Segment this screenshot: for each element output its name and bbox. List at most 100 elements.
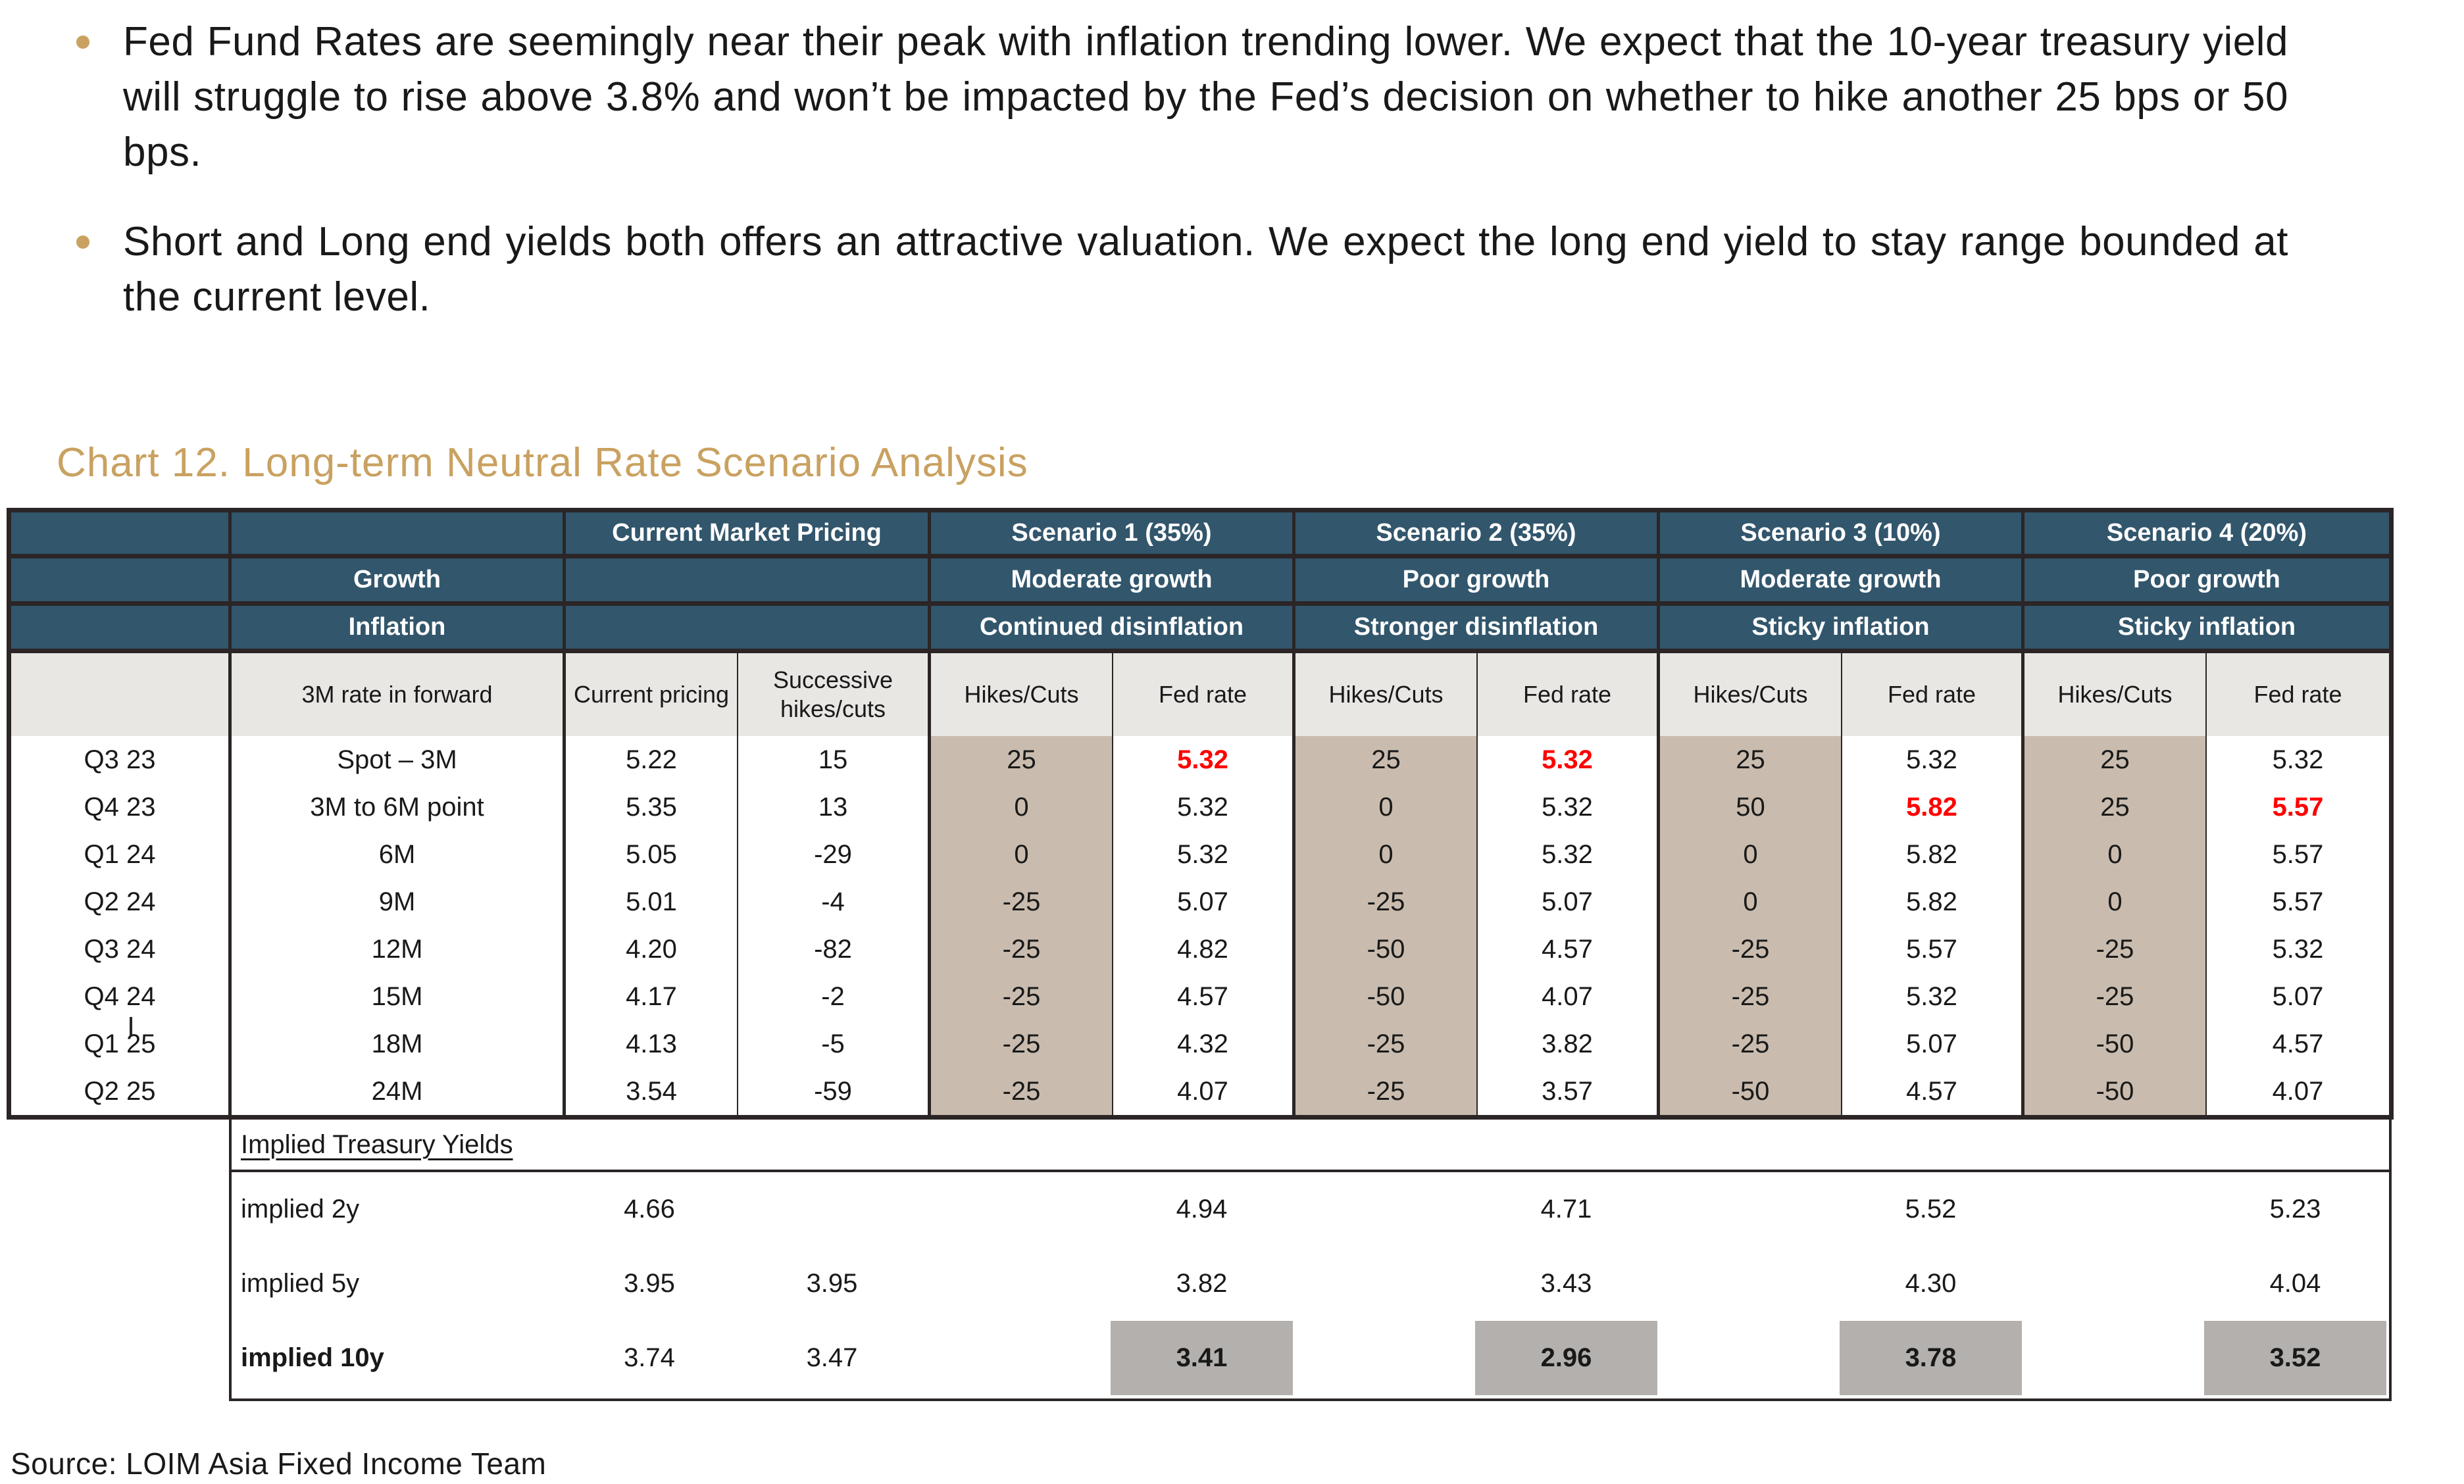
- subheader-fed: Fed rate: [1478, 653, 1660, 736]
- table-cell: 5.57: [2272, 887, 2324, 916]
- scenario-table: Current Market Pricing Scenario 1 (35%) …: [7, 508, 2394, 1120]
- scenario-1-growth: Moderate growth: [931, 558, 1295, 606]
- table-cell: -25: [1295, 878, 1478, 926]
- table-cell: [11, 512, 232, 558]
- bullet-dot-icon: [76, 235, 89, 249]
- table-cell: [11, 653, 232, 736]
- table-cell: 4.13: [566, 1020, 738, 1068]
- table-cell: -25: [2024, 973, 2207, 1020]
- table-cell: [11, 558, 232, 606]
- table-cell: [1657, 1321, 1840, 1395]
- table-cell: 0: [931, 783, 1113, 831]
- table-cell: 5.35: [566, 783, 738, 831]
- table-cell: -50: [1295, 973, 1478, 1020]
- row-label: Q3 24: [11, 926, 232, 973]
- table-cell: 4.57: [1113, 973, 1295, 1020]
- implied-yields-table: Implied Treasury Yields implied 2y 4.66 …: [229, 1120, 2392, 1401]
- table-cell: 0: [1295, 831, 1478, 878]
- table-cell: 4.07: [1113, 1068, 1295, 1115]
- chart-title: Chart 12. Long-term Neutral Rate Scenari…: [57, 440, 1028, 485]
- scenario-1-inflation: Continued disinflation: [931, 606, 1295, 653]
- inflation-row-label: Inflation: [232, 606, 566, 653]
- table-cell: 3.57: [1478, 1068, 1660, 1115]
- implied-row-label: implied 2y: [241, 1195, 360, 1224]
- scenario-2-growth: Poor growth: [1295, 558, 1660, 606]
- subheader-fed: Fed rate: [1113, 653, 1295, 736]
- table-cell: -25: [931, 878, 1113, 926]
- table-cell: 25: [2024, 736, 2207, 783]
- table-cell: [566, 606, 931, 653]
- table-cell: 4.20: [566, 926, 738, 973]
- highlighted-cell: 3.41: [1111, 1321, 1293, 1395]
- table-cell: 5.32: [1478, 783, 1660, 831]
- row-label: Q2 25: [11, 1068, 232, 1115]
- fwd-label: 18M: [232, 1020, 566, 1068]
- subheader-current-pricing: Current pricing: [566, 653, 738, 736]
- row-label: Q1 24: [11, 831, 232, 878]
- fwd-label: 6M: [232, 831, 566, 878]
- table-cell: 5.82: [1842, 878, 2024, 926]
- scenario-1-header: Scenario 1 (35%): [931, 512, 1295, 558]
- table-cell: 5.32: [1478, 831, 1660, 878]
- table-cell: 5.22: [566, 736, 738, 783]
- bullet-dot-icon: [76, 36, 89, 49]
- table-cell: 5.07: [1478, 878, 1660, 926]
- subheader-fed: Fed rate: [2207, 653, 2389, 736]
- table-cell: 3.43: [1540, 1269, 1592, 1298]
- bullet-item: Short and Long end yields both offers an…: [0, 214, 2288, 325]
- bullet-text: Short and Long end yields both offers an…: [123, 219, 2288, 320]
- table-cell: 0: [1295, 783, 1478, 831]
- table-cell: 5.52: [1905, 1195, 1957, 1224]
- table-cell: -29: [738, 831, 931, 878]
- row-label: Q3 23: [11, 736, 232, 783]
- table-cell: 3.95: [806, 1269, 858, 1298]
- subheader-hikes: Hikes/Cuts: [2024, 653, 2207, 736]
- subheader-hikes: Hikes/Cuts: [1295, 653, 1478, 736]
- table-cell: 5.07: [2272, 981, 2324, 1011]
- table-cell: -25: [2024, 926, 2207, 973]
- table-cell: 4.30: [1905, 1269, 1957, 1298]
- highlighted-cell: 2.96: [1475, 1321, 1657, 1395]
- subheader-successive: Successive hikes/cuts: [738, 653, 931, 736]
- table-cell: 0: [1660, 878, 1842, 926]
- table-cell: [928, 1172, 1111, 1247]
- table-cell: 3.95: [624, 1269, 675, 1298]
- subheader-hikes: Hikes/Cuts: [1660, 653, 1842, 736]
- row-label: Q4 24: [11, 973, 232, 1020]
- table-cell: 4.94: [1176, 1195, 1228, 1224]
- table-cell: 3.82: [1176, 1269, 1228, 1298]
- table-cell: -50: [1660, 1068, 1842, 1115]
- table-cell: 25: [2024, 783, 2207, 831]
- table-cell: 25: [1295, 736, 1478, 783]
- table-cell: 0: [931, 831, 1113, 878]
- table-cell: -82: [738, 926, 931, 973]
- highlighted-cell: 3.78: [1840, 1321, 2022, 1395]
- table-cell: 5.32: [2272, 934, 2324, 964]
- table-cell: 5.07: [1113, 878, 1295, 926]
- table-cell: 13: [738, 783, 931, 831]
- table-cell: 3.54: [566, 1068, 738, 1115]
- table-cell: -25: [931, 1020, 1113, 1068]
- fwd-label: 9M: [232, 878, 566, 926]
- scenario-3-header: Scenario 3 (10%): [1660, 512, 2024, 558]
- table-cell: 5.23: [2269, 1195, 2321, 1224]
- market-group-header: Current Market Pricing: [566, 512, 931, 558]
- fwd-label: 3M to 6M point: [232, 783, 566, 831]
- table-cell: -5: [738, 1020, 931, 1068]
- table-cell: -4: [738, 878, 931, 926]
- table-cell: 4.57: [1478, 926, 1660, 973]
- table-cell: 5.32: [1113, 831, 1295, 878]
- table-cell: 5.01: [566, 878, 738, 926]
- table-cell: 5.32: [2272, 745, 2324, 774]
- table-cell: 4.17: [566, 973, 738, 1020]
- table-cell: -25: [1660, 1020, 1842, 1068]
- table-cell: 5.32: [1842, 973, 2024, 1020]
- table-cell: 5.82: [1842, 783, 2024, 831]
- table-cell: 5.32: [1842, 736, 2024, 783]
- fwd-label: Spot – 3M: [232, 736, 566, 783]
- table-cell: 25: [1660, 736, 1842, 783]
- row-label: Q1 25: [11, 1020, 232, 1068]
- table-cell: [2022, 1321, 2204, 1395]
- implied-title: Implied Treasury Yields: [241, 1129, 513, 1159]
- table-cell: -59: [738, 1068, 931, 1115]
